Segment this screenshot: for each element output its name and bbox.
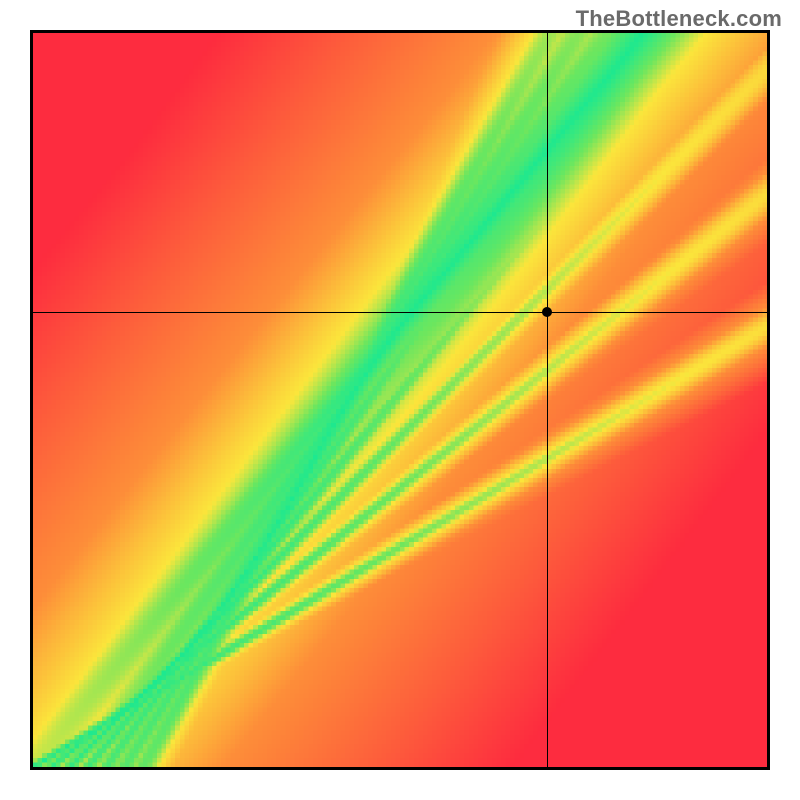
heatmap-wrap <box>33 33 767 767</box>
plot-area <box>30 30 770 770</box>
chart-container: TheBottleneck.com <box>0 0 800 800</box>
watermark-text: TheBottleneck.com <box>576 6 782 32</box>
bottleneck-heatmap <box>33 33 767 767</box>
